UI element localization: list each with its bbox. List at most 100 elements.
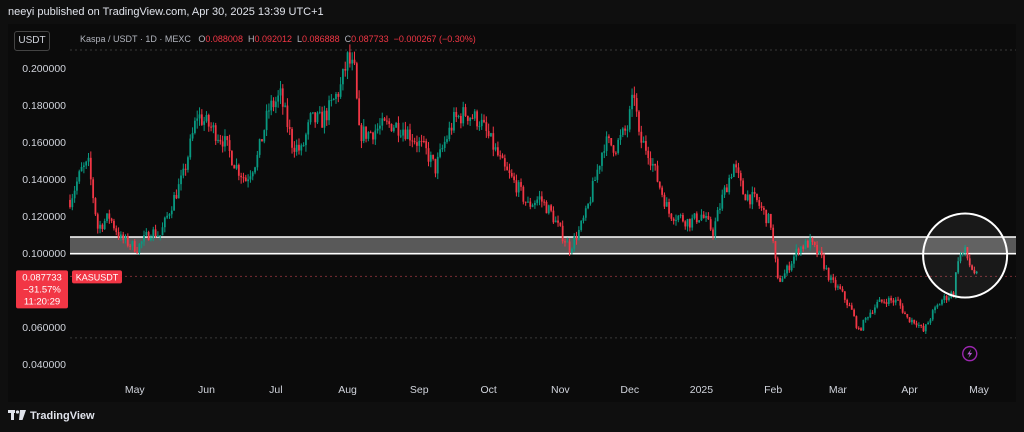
candle-body (210, 126, 212, 128)
candle-body (688, 219, 691, 228)
candle-body (876, 301, 879, 308)
candle-body (580, 220, 583, 230)
currency-button[interactable]: USDT (14, 31, 50, 51)
candle-body (427, 148, 430, 162)
y-tick-label: 0.040000 (22, 359, 66, 371)
candle-body (212, 125, 215, 128)
candle-body (638, 111, 640, 132)
candle-body (314, 112, 317, 123)
candle-body (217, 139, 219, 141)
x-tick-label: Apr (901, 384, 918, 396)
candle-body (931, 310, 934, 320)
x-tick-label: Jun (198, 384, 215, 396)
candle-body (457, 116, 460, 118)
candle-body (302, 145, 305, 147)
candle-body (677, 215, 680, 220)
candle-body (735, 164, 738, 168)
candle-body (404, 129, 407, 140)
candle-body (140, 241, 143, 244)
candle-body (624, 128, 627, 131)
candle-body (228, 140, 231, 152)
candle-body (510, 173, 513, 177)
candle-body (265, 110, 268, 131)
candle-body (524, 201, 527, 203)
candle-body (538, 196, 541, 200)
candle-body (279, 88, 282, 96)
candle-body (864, 317, 867, 320)
candle-body (103, 220, 106, 230)
candle-body (679, 215, 682, 217)
candle-body (668, 202, 670, 214)
candle-body (744, 194, 747, 201)
candle-body (397, 122, 400, 136)
candle-body (434, 158, 437, 174)
candle-body (564, 241, 566, 243)
candle-body (369, 132, 372, 134)
candle-body (224, 136, 226, 147)
candle-body (816, 244, 818, 255)
candle-body (136, 251, 138, 253)
candle-body (268, 110, 270, 112)
candle-body (161, 227, 164, 236)
x-tick-label: Sep (410, 384, 429, 396)
candle-body (85, 161, 88, 166)
candle-body (92, 179, 95, 199)
lightning-icon[interactable] (962, 345, 978, 362)
candle-body (207, 115, 210, 127)
tradingview-logo-icon (8, 410, 26, 422)
candle-body (529, 201, 532, 207)
candle-body (948, 297, 950, 301)
candle-body (975, 271, 978, 274)
candle-body (753, 191, 756, 194)
candle-body (631, 94, 633, 110)
candle-body (298, 144, 300, 151)
candle-body (603, 151, 606, 153)
x-tick-label: Jul (269, 384, 282, 396)
last-price-value: 0.087733 (22, 272, 62, 283)
candle-body (573, 236, 576, 249)
candle-body (295, 144, 298, 152)
candle-body (843, 291, 846, 300)
candle-body (464, 107, 467, 116)
candle-body (957, 261, 960, 273)
candle-body (714, 221, 717, 236)
candle-body (941, 299, 943, 305)
candle-body (388, 121, 391, 124)
candle-body (508, 170, 511, 174)
candle-body (846, 299, 849, 306)
candle-body (263, 130, 266, 142)
candle-body (665, 202, 668, 207)
candle-body (348, 52, 351, 64)
candle-body (658, 181, 661, 188)
candle-body (971, 265, 973, 270)
candle-body (813, 242, 816, 245)
candle-body (760, 205, 763, 208)
candle-body (517, 182, 520, 193)
chart-pane[interactable] (8, 24, 1016, 402)
candle-body (462, 107, 465, 124)
candle-body (730, 176, 733, 178)
candle-body (540, 196, 543, 202)
candle-body (251, 172, 254, 177)
candle-body (527, 201, 529, 203)
candle-body (762, 207, 765, 210)
candle-body (332, 98, 335, 100)
candle-body (894, 299, 897, 303)
candle-body (189, 138, 192, 158)
candle-body (802, 246, 805, 249)
candle-body (281, 88, 284, 107)
candle-body (749, 194, 751, 205)
support-zone-layer (70, 236, 1016, 255)
candle-body (954, 272, 957, 296)
candle-body (598, 165, 601, 170)
candle-body (80, 166, 83, 172)
brand-name: TradingView (30, 410, 95, 422)
candle-body (476, 111, 478, 127)
candle-body (705, 215, 707, 218)
candle-body (385, 120, 388, 122)
candle-body (270, 100, 273, 111)
candle-body (390, 123, 393, 132)
candle-body (307, 122, 310, 135)
footer-brand[interactable]: TradingView (8, 410, 95, 422)
